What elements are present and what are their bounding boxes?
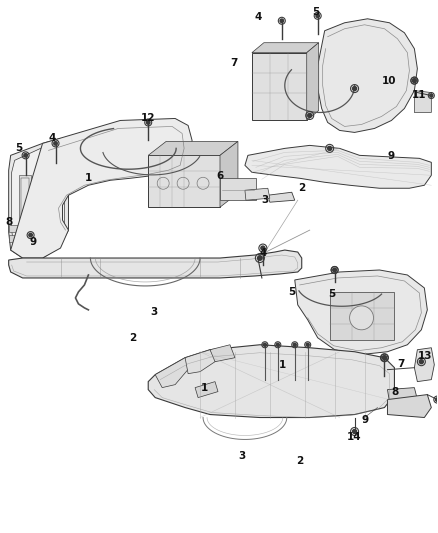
Text: 4: 4 — [49, 133, 56, 143]
Text: 6: 6 — [216, 171, 224, 181]
Polygon shape — [307, 43, 319, 120]
Polygon shape — [9, 139, 68, 258]
Text: 14: 14 — [347, 432, 362, 442]
Polygon shape — [245, 146, 431, 188]
Polygon shape — [414, 91, 431, 112]
Circle shape — [29, 233, 32, 237]
Polygon shape — [148, 141, 238, 155]
Polygon shape — [21, 178, 28, 222]
Polygon shape — [12, 144, 64, 252]
Polygon shape — [388, 387, 417, 401]
Polygon shape — [185, 350, 218, 374]
Circle shape — [353, 430, 357, 433]
Polygon shape — [11, 118, 192, 258]
Circle shape — [276, 343, 279, 346]
Circle shape — [435, 398, 438, 401]
Text: 3: 3 — [151, 307, 158, 317]
Text: 13: 13 — [418, 351, 433, 361]
Text: 7: 7 — [398, 359, 405, 369]
Circle shape — [382, 356, 386, 360]
Polygon shape — [252, 43, 319, 53]
Polygon shape — [245, 188, 270, 200]
Text: 7: 7 — [230, 58, 238, 68]
Text: 1: 1 — [201, 383, 208, 393]
Circle shape — [333, 268, 336, 272]
Text: 9: 9 — [388, 151, 395, 161]
Polygon shape — [318, 19, 417, 132]
Text: 1: 1 — [279, 360, 286, 370]
Circle shape — [261, 246, 265, 250]
Circle shape — [308, 114, 312, 117]
Text: 8: 8 — [392, 386, 399, 397]
Text: 12: 12 — [141, 114, 155, 124]
Text: 2: 2 — [129, 333, 136, 343]
Polygon shape — [388, 394, 431, 417]
Circle shape — [350, 306, 374, 330]
Circle shape — [24, 154, 27, 157]
Text: 5: 5 — [328, 289, 335, 299]
Circle shape — [280, 19, 283, 22]
Text: 3: 3 — [261, 195, 268, 205]
Circle shape — [419, 360, 424, 364]
Circle shape — [333, 268, 336, 272]
Text: 9: 9 — [362, 415, 369, 424]
Text: 9: 9 — [29, 237, 36, 247]
Polygon shape — [252, 53, 307, 120]
Polygon shape — [148, 155, 220, 207]
Polygon shape — [268, 192, 295, 202]
Polygon shape — [220, 178, 256, 200]
Text: 3: 3 — [238, 451, 246, 462]
Circle shape — [413, 79, 416, 82]
Circle shape — [146, 120, 150, 124]
Text: 4: 4 — [259, 248, 267, 258]
Text: 1: 1 — [85, 173, 92, 183]
Polygon shape — [414, 348, 434, 382]
Polygon shape — [295, 270, 427, 355]
Polygon shape — [9, 225, 60, 232]
Polygon shape — [195, 382, 218, 398]
Text: 8: 8 — [5, 217, 12, 227]
Circle shape — [258, 256, 262, 260]
Polygon shape — [9, 235, 50, 242]
Polygon shape — [19, 175, 31, 225]
Circle shape — [430, 94, 433, 97]
Text: 5: 5 — [312, 7, 319, 17]
Text: 10: 10 — [382, 76, 397, 86]
Polygon shape — [210, 345, 235, 362]
Circle shape — [353, 86, 357, 91]
Circle shape — [263, 343, 266, 346]
Text: 11: 11 — [412, 90, 427, 100]
Circle shape — [328, 147, 332, 150]
Polygon shape — [155, 358, 192, 387]
Polygon shape — [9, 250, 302, 278]
Text: 2: 2 — [298, 183, 305, 193]
Circle shape — [54, 142, 57, 145]
Circle shape — [383, 356, 386, 359]
Text: 4: 4 — [254, 12, 261, 22]
Text: 5: 5 — [15, 143, 22, 154]
Circle shape — [316, 14, 319, 18]
Polygon shape — [330, 292, 395, 340]
Circle shape — [413, 79, 416, 82]
Text: 2: 2 — [296, 456, 304, 466]
Circle shape — [293, 343, 296, 346]
Circle shape — [306, 343, 309, 346]
Polygon shape — [220, 141, 238, 207]
Polygon shape — [148, 345, 395, 417]
Text: 5: 5 — [288, 287, 295, 297]
